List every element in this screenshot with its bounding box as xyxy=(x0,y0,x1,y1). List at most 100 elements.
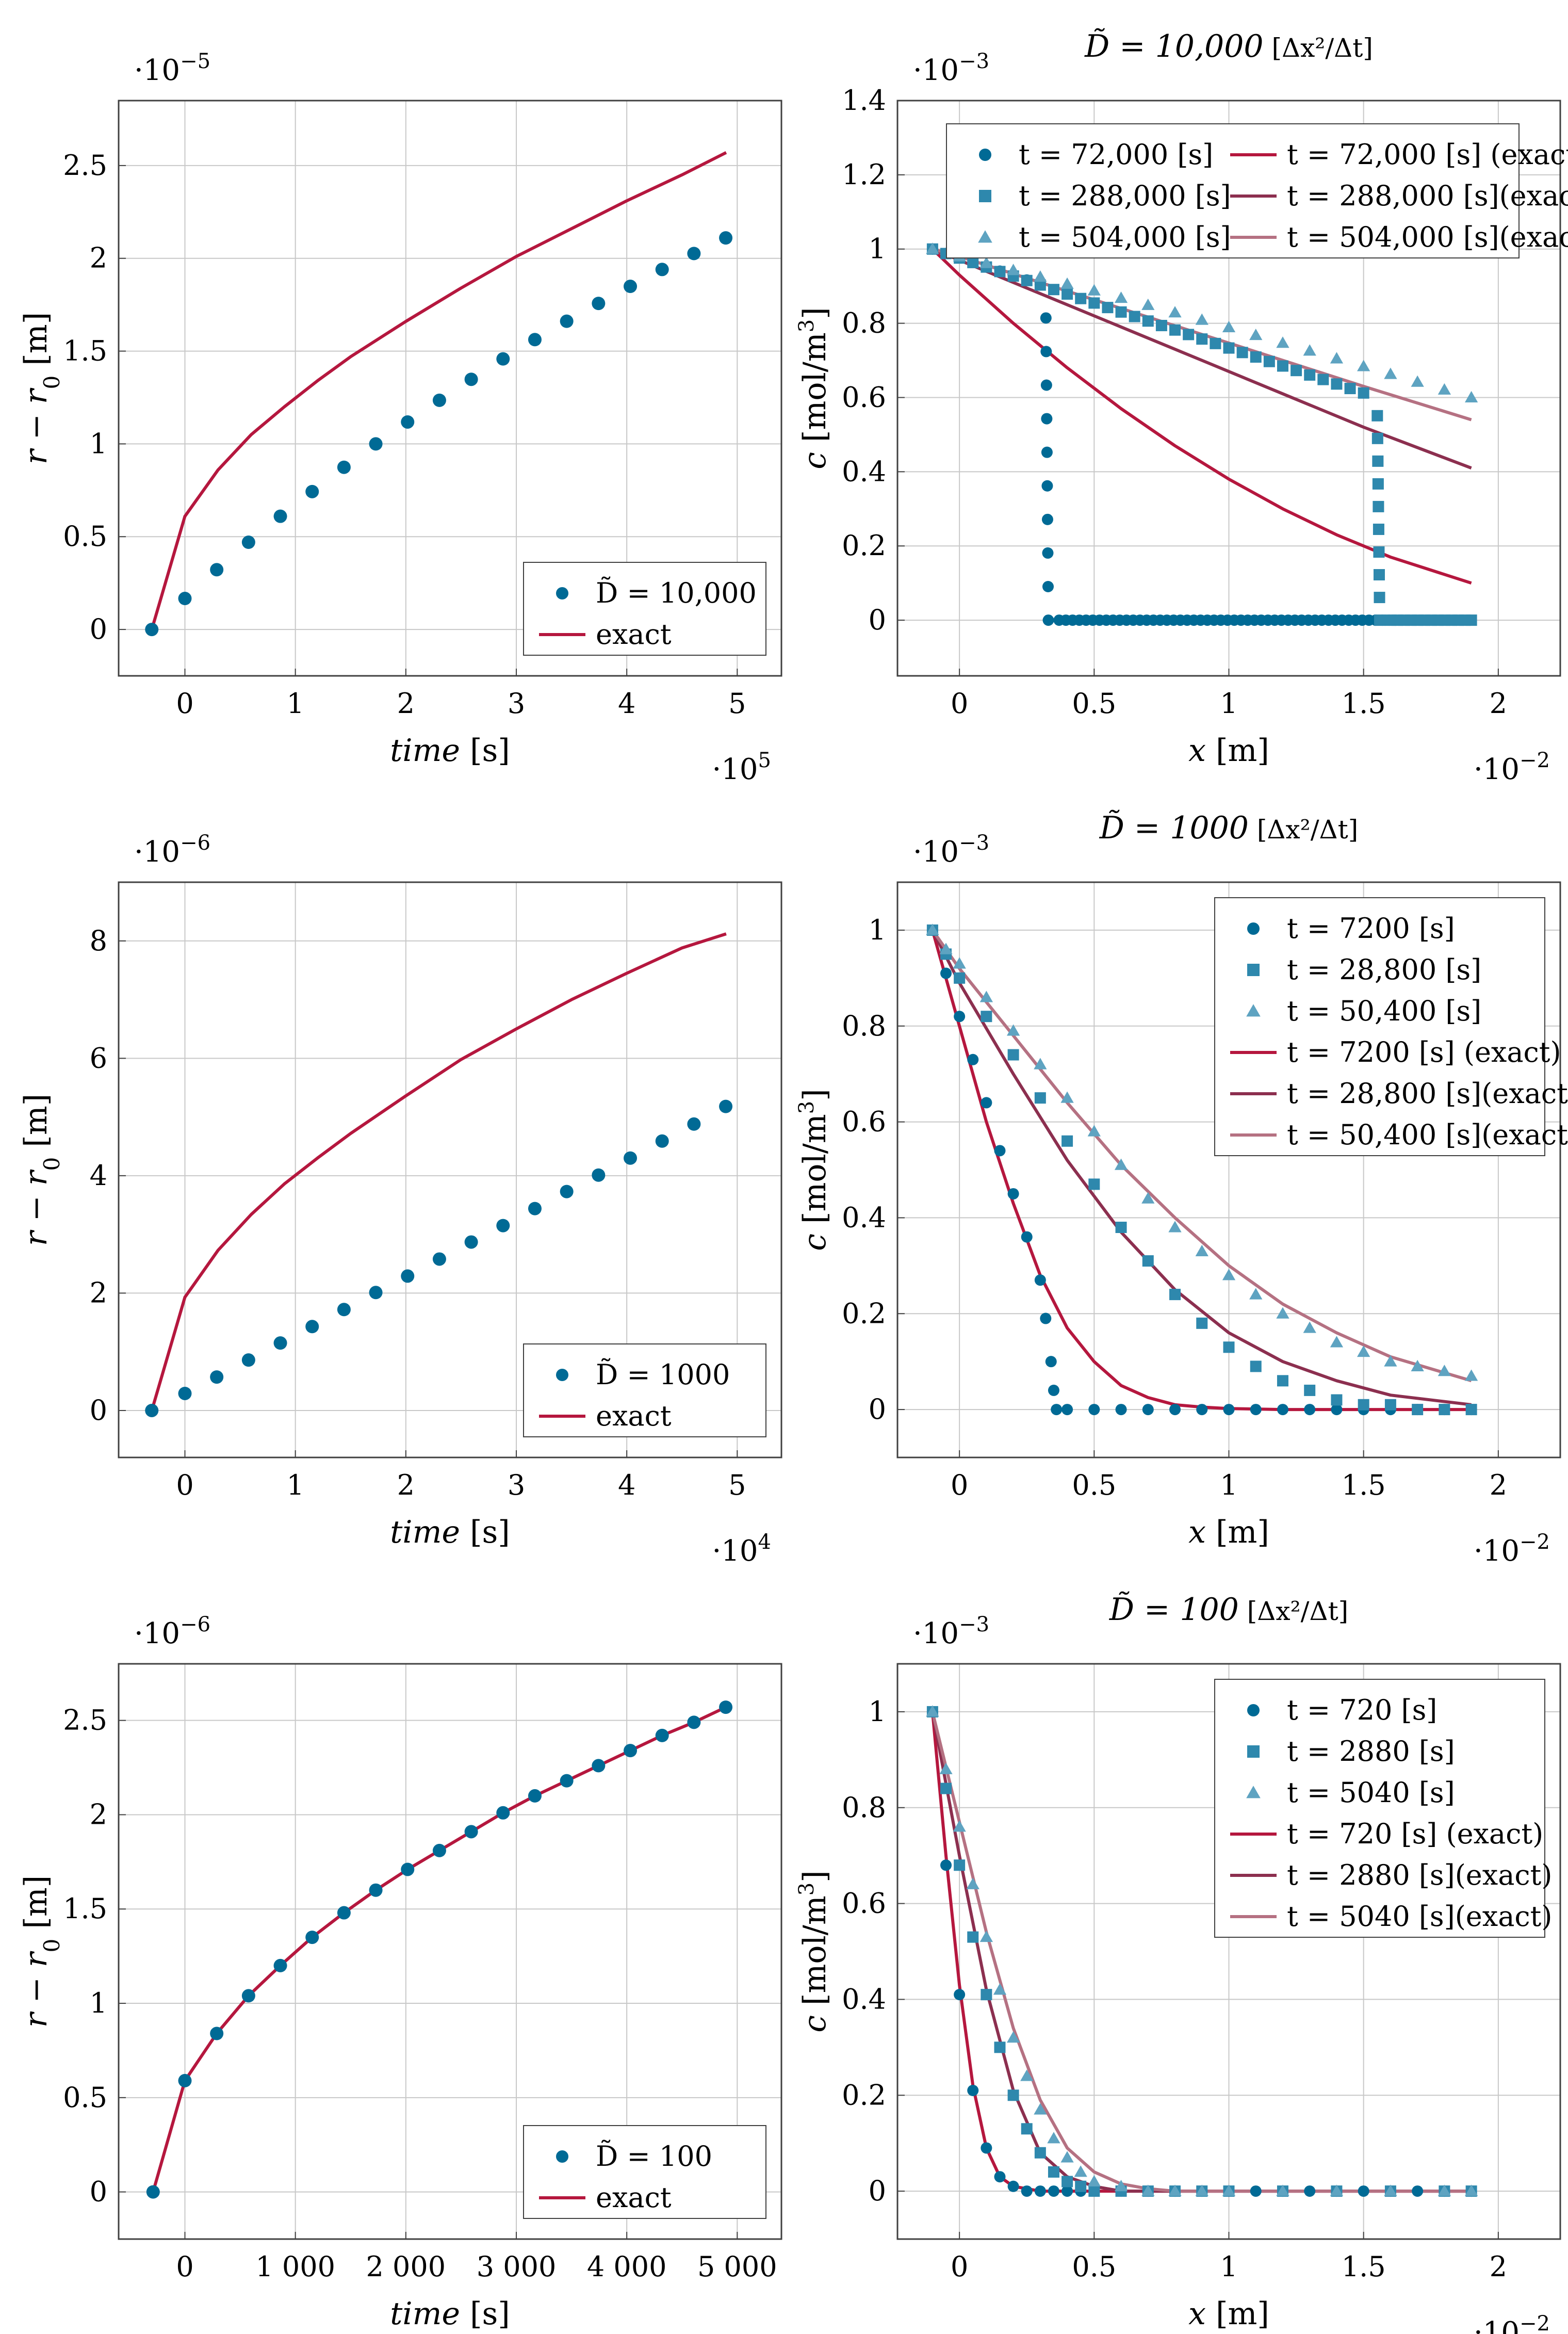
data-point xyxy=(1331,1404,1343,1416)
data-point xyxy=(1358,2185,1369,2197)
data-point xyxy=(981,1097,992,1109)
data-point xyxy=(981,2142,992,2154)
y-tick-label: 0.4 xyxy=(842,455,886,488)
data-point xyxy=(624,1151,638,1165)
data-point xyxy=(1040,312,1052,324)
y-axis-label: r − r0 [m] xyxy=(18,1875,64,2028)
data-point xyxy=(655,1728,669,1742)
data-point xyxy=(1034,270,1047,282)
data-point xyxy=(1374,614,1386,626)
data-point xyxy=(1034,1092,1046,1104)
data-point xyxy=(241,1989,255,2003)
data-point xyxy=(210,563,224,577)
legend-box xyxy=(523,1343,766,1437)
plot-frame xyxy=(896,881,1561,1458)
plot-frame xyxy=(118,100,782,677)
data-point xyxy=(1006,2031,1020,2043)
data-point xyxy=(1141,298,1155,310)
data-point xyxy=(926,923,939,935)
legend-label: t = 28,800 [s](exact) xyxy=(1287,1077,1568,1110)
data-point xyxy=(1142,1404,1154,1416)
legend-marker-swatch xyxy=(1246,1786,1261,1798)
data-point xyxy=(1358,387,1369,399)
x-multiplier: ·10−2 xyxy=(1474,1530,1550,1568)
x-tick-label: 1 000 xyxy=(255,2250,335,2283)
data-point xyxy=(1250,2185,1262,2197)
plot-area xyxy=(926,1705,1478,2197)
data-point xyxy=(1304,2185,1316,2197)
data-point xyxy=(1088,1404,1100,1416)
y-tick-label: 0 xyxy=(90,1394,107,1427)
data-point xyxy=(624,1744,638,1758)
data-point xyxy=(1142,1255,1154,1267)
data-point xyxy=(1303,344,1316,356)
legend-box xyxy=(1214,897,1545,1156)
legend-marker-swatch xyxy=(979,149,991,161)
x-tick-label: 2 xyxy=(397,687,415,720)
data-point xyxy=(1007,1188,1019,1200)
data-point xyxy=(464,372,478,386)
data-point xyxy=(655,1134,669,1148)
data-point xyxy=(687,1117,701,1131)
x-tick-label: 0 xyxy=(951,1469,968,1501)
data-point xyxy=(241,536,255,549)
data-point xyxy=(464,1825,478,1839)
data-point xyxy=(1074,2165,1087,2177)
y-axis-label: c [mol/m3] xyxy=(795,1089,833,1251)
data-point xyxy=(1048,1384,1059,1396)
x-axis-label: time [s] xyxy=(390,733,510,769)
x-tick-label: 1.5 xyxy=(1342,687,1386,720)
data-point xyxy=(146,2185,160,2199)
data-point xyxy=(1169,324,1181,336)
y-tick-label: 1 xyxy=(869,914,886,946)
data-point xyxy=(1438,383,1451,395)
y-tick-label: 1 xyxy=(869,1695,886,1728)
data-point xyxy=(528,1202,542,1215)
x-tick-label: 0.5 xyxy=(1072,687,1116,720)
data-point xyxy=(1007,2089,1019,2101)
data-point xyxy=(1250,1360,1262,1372)
data-point xyxy=(1169,1404,1181,1416)
data-point xyxy=(1141,1192,1155,1204)
data-point xyxy=(178,2073,192,2087)
data-point xyxy=(1464,391,1478,402)
legend-label: t = 50,400 [s](exact) xyxy=(1287,1119,1568,1151)
legend-marker-swatch xyxy=(556,587,568,599)
chart-concentration-d1000: 0 0.5 1 1.5 2 0 0.2 0.4 0.6 0.8 1 D̃ = 1000 [Δx²/Δt… xyxy=(842,809,1568,1501)
data-point xyxy=(926,242,939,254)
data-point xyxy=(528,1789,542,1803)
data-point xyxy=(719,1099,733,1113)
plot-area xyxy=(926,242,1478,626)
legend-label: t = 504,000 [s](exact) xyxy=(1287,221,1568,253)
x-multiplier: ·104 xyxy=(712,1530,771,1568)
data-point xyxy=(1115,1404,1127,1416)
chart-concentration-d100: 0 0.5 1 1.5 2 0 0.2 0.4 0.6 0.8 1 D̃ = 100 [Δx²/Δt]… xyxy=(842,1591,1561,2283)
legend-label: t = 7200 [s] xyxy=(1287,912,1455,945)
legend-label: t = 5040 [s](exact) xyxy=(1287,1900,1552,1933)
data-point xyxy=(926,1705,939,1717)
x-tick-label: 0 xyxy=(951,687,968,720)
y-tick-label: 2.5 xyxy=(63,149,107,182)
data-point xyxy=(1373,569,1385,581)
legend-marker-swatch xyxy=(556,2150,568,2163)
x-tick-label: 2 xyxy=(1490,1469,1507,1501)
x-tick-label: 4 000 xyxy=(587,2250,667,2283)
chart-radius-d100: 0 1 000 2 000 3 000 4 000 5 000 0 0.5 1 1.5 2 2.5 D̃… xyxy=(63,1663,782,2283)
x-tick-label: 3 000 xyxy=(477,2250,557,2283)
x-tick-label: 0 xyxy=(176,687,193,720)
legend-marker-swatch xyxy=(1247,964,1260,976)
y-axis-label: r − r0 [m] xyxy=(18,1094,64,1246)
data-point xyxy=(954,1011,966,1023)
legend: t = 7200 [s] t = 28,800 [s] t = 50,400 [s]… xyxy=(1214,897,1568,1156)
data-point xyxy=(979,1930,993,1942)
data-point xyxy=(401,1862,415,1876)
data-point xyxy=(305,1320,319,1334)
data-point xyxy=(496,1219,510,1233)
legend-box xyxy=(1214,1679,1545,1938)
y-tick-label: 1.2 xyxy=(842,158,886,191)
data-point xyxy=(496,1806,510,1820)
legend-label: t = 720 [s] xyxy=(1287,1694,1437,1726)
x-axis-label: x [m] xyxy=(1188,733,1269,769)
x-tick-label: 4 xyxy=(618,687,635,720)
legend-box xyxy=(523,562,766,656)
